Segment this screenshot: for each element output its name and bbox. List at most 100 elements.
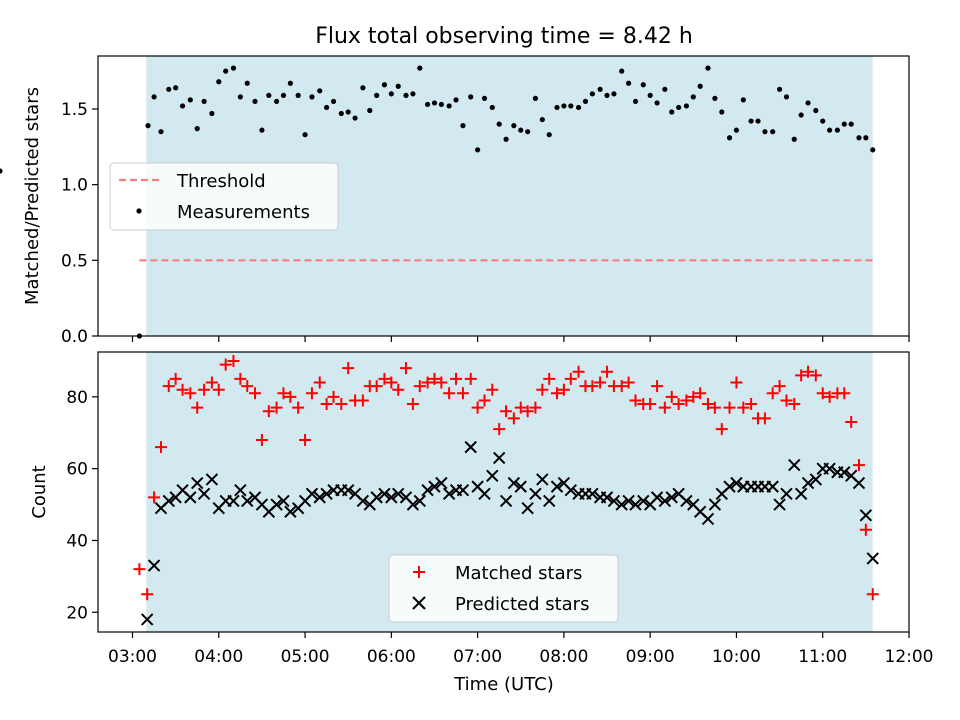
predicted-star-point bbox=[428, 480, 441, 493]
measurement-point bbox=[791, 136, 797, 142]
matched-star-point bbox=[471, 401, 484, 414]
predicted-star-point bbox=[313, 491, 326, 504]
count-y-tick-label: 20 bbox=[66, 603, 88, 623]
predicted-star-point bbox=[162, 494, 175, 508]
predicted-star-point bbox=[794, 487, 808, 501]
count-x-tick-label: 07:00 bbox=[453, 647, 502, 667]
matched-star-point bbox=[594, 376, 607, 389]
measurement-point bbox=[554, 104, 560, 111]
count-panel-frame bbox=[97, 351, 910, 633]
measurement-point bbox=[338, 110, 344, 117]
measurement-point bbox=[374, 92, 380, 98]
matched-star-point bbox=[823, 390, 836, 403]
predicted-star-point bbox=[708, 498, 722, 511]
measurement-point bbox=[252, 98, 258, 105]
predicted-star-point bbox=[607, 494, 621, 508]
predicted-star-point bbox=[147, 559, 161, 572]
matched-star-point bbox=[564, 372, 577, 385]
predicted-star-point bbox=[140, 613, 154, 626]
predicted-star-point bbox=[406, 498, 420, 511]
measurement-point bbox=[403, 92, 409, 98]
measurement-point bbox=[345, 109, 351, 115]
matched-star-point bbox=[392, 383, 405, 396]
measurement-point bbox=[539, 116, 545, 123]
matched-star-point bbox=[277, 387, 290, 400]
predicted-star-point bbox=[788, 458, 801, 472]
measurement-point bbox=[417, 65, 423, 71]
predicted-star-point bbox=[586, 487, 599, 501]
matched-star-point bbox=[802, 365, 815, 378]
matched-star-point bbox=[356, 394, 369, 407]
ratio-y-ticks: 0.0 0.5 1.0 1.5 bbox=[61, 100, 98, 347]
matched-star-point bbox=[780, 394, 793, 407]
predicted-star-point bbox=[492, 451, 506, 465]
matched-star-point bbox=[866, 588, 879, 601]
matched-star-point bbox=[327, 390, 340, 403]
measurement-point bbox=[216, 79, 222, 85]
measurement-point bbox=[568, 103, 574, 109]
measurements-legend-label: Measurements bbox=[177, 202, 310, 223]
measurement-point bbox=[575, 104, 582, 111]
measurement-point bbox=[201, 98, 207, 105]
predicted-star-point bbox=[197, 487, 211, 501]
predicted-star-point bbox=[838, 466, 851, 479]
measurement-point bbox=[640, 82, 646, 88]
measurement-point bbox=[317, 88, 323, 94]
predicted-star-point bbox=[615, 498, 628, 511]
measurement-point bbox=[194, 126, 200, 132]
matched-star-point bbox=[227, 354, 240, 367]
measurement-point bbox=[748, 118, 754, 124]
predicted-star-point bbox=[529, 487, 542, 501]
matched-star-point bbox=[154, 441, 167, 454]
predicted-star-point bbox=[392, 487, 405, 501]
measurement-point bbox=[273, 98, 280, 105]
count-legend: Matched stars Predicted stars bbox=[388, 554, 619, 623]
matched-star-point bbox=[335, 398, 348, 411]
matched-star-point bbox=[400, 362, 413, 375]
predicted-star-point bbox=[478, 487, 491, 501]
matched-star-point bbox=[435, 376, 448, 389]
measurement-point bbox=[733, 127, 740, 133]
predicted-star-point bbox=[464, 440, 477, 454]
predicted-legend-marker bbox=[412, 596, 426, 610]
matched-star-point bbox=[249, 387, 262, 400]
measurement-point bbox=[446, 103, 452, 109]
measurement-point bbox=[367, 107, 373, 114]
predicted-legend-label: Predicted stars bbox=[455, 594, 589, 615]
count-y-ticks: 20 40 60 80 bbox=[66, 388, 98, 623]
ratio-y-axis-label: Matched/Predicted stars bbox=[22, 87, 43, 305]
matched-star-point bbox=[536, 383, 549, 396]
matched-star-point bbox=[219, 358, 232, 371]
measurement-point bbox=[280, 92, 287, 98]
matched-star-point bbox=[205, 376, 218, 389]
matched-star-point bbox=[680, 394, 693, 407]
predicted-star-point bbox=[723, 480, 736, 493]
matched-star-point bbox=[176, 383, 189, 396]
matched-star-point bbox=[385, 376, 398, 389]
matched-star-point bbox=[845, 416, 858, 428]
predicted-star-point bbox=[305, 487, 319, 501]
predicted-star-point bbox=[801, 476, 815, 490]
measurement-point bbox=[604, 92, 610, 98]
measurement-point bbox=[856, 135, 862, 141]
predicted-star-point bbox=[637, 494, 650, 508]
measurement-point bbox=[525, 129, 531, 135]
predicted-star-point bbox=[413, 494, 427, 508]
measurement-point bbox=[683, 103, 690, 109]
count-panel: Count Time (UTC) 20 40 60 80 03:00 04:00 05:0… bbox=[29, 352, 934, 695]
measurement-point bbox=[230, 65, 237, 71]
predicted-star-point bbox=[205, 473, 219, 486]
matched-star-point bbox=[708, 401, 721, 414]
predicted-star-point bbox=[421, 483, 434, 497]
measurement-point bbox=[518, 127, 524, 133]
count-legend-box bbox=[388, 554, 619, 623]
measurement-point bbox=[755, 118, 761, 124]
matched-star-point bbox=[730, 376, 743, 389]
measurement-point bbox=[324, 104, 330, 111]
count-x-tick-label: 08:00 bbox=[539, 647, 588, 667]
measurement-point bbox=[173, 85, 179, 91]
matched-star-point bbox=[443, 387, 456, 400]
predicted-star-point bbox=[852, 476, 866, 490]
measurement-point bbox=[503, 136, 509, 142]
